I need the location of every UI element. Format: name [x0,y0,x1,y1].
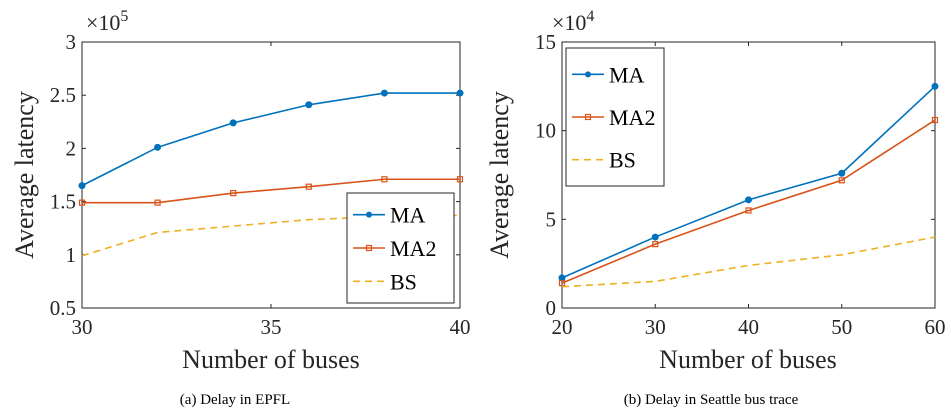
legend-label-ma2: MA2 [609,105,655,130]
legend: MA MA2 BS [565,47,665,187]
chart-seattle: 20 30 40 50 60 0 5 10 15×104 Number of buses Avera… [485,8,946,408]
y-tick-label: 3 [66,30,77,54]
point-ma2 [78,199,86,206]
x-tick-label: 50 [831,315,852,339]
point-ma2 [381,176,388,183]
legend-marker [584,113,592,121]
series-line-ma2 [561,119,936,284]
legend-label-ma2: MA2 [390,236,436,261]
point-ma [558,274,566,282]
legend-marker [585,71,591,78]
y-tick-label: 5 [546,207,557,231]
legend-label-ma: MA [390,203,426,228]
legend: MA MA2 BS [346,192,455,304]
legend-marker [365,244,373,252]
point-ma2 [456,176,464,183]
point-ma [456,89,464,97]
x-tick-label: 40 [450,315,471,339]
point-ma [78,182,86,190]
series-line-bs [561,236,936,288]
x-tick-label: 30 [72,315,93,339]
y-tick-label: 1 [66,243,77,267]
series-line-ma [81,92,460,187]
y-tick-label: 1.5 [50,190,76,214]
y-exponent-label: ×104 [552,8,594,35]
point-ma2 [558,280,566,287]
y-tick-label: 15 [535,30,556,54]
figure-caption: (b) Delay in Seattle bus trace [624,392,799,408]
y-tick-label: 0 [546,296,557,320]
point-ma [380,89,388,97]
legend-label-bs: BS [609,148,636,173]
x-tick-label: 20 [552,315,573,339]
point-ma2 [652,241,659,248]
x-tick-label: 30 [645,315,666,339]
y-axis-title: Average latency [485,91,514,259]
y-tick-label: 0.5 [50,296,76,320]
point-ma2 [838,177,845,184]
point-ma2 [745,207,752,214]
point-ma [305,101,313,109]
x-tick-label: 40 [738,315,759,339]
series-line-ma2 [82,178,460,204]
point-ma2 [230,189,237,197]
point-ma2 [154,199,161,206]
legend-marker [366,211,372,218]
legend-label-ma: MA [609,62,645,87]
x-axis-title: Number of buses [182,345,360,374]
point-ma2 [931,116,939,124]
point-ma [838,169,846,177]
point-ma [651,233,659,241]
y-axis-title: Average latency [10,91,39,259]
y-exponent-label: ×105 [86,8,128,35]
point-ma [229,119,237,127]
point-ma [931,82,939,90]
point-ma [154,143,162,151]
y-tick-label: 10 [535,119,556,143]
point-ma2 [305,183,312,190]
x-axis-title: Number of buses [659,345,837,374]
series-line-bs [81,214,461,257]
point-ma [745,196,752,204]
y-tick-label: 2.5 [50,83,76,107]
x-tick-label: 35 [261,315,282,339]
figure-caption: (a) Delay in EPFL [180,392,290,408]
legend-label-bs: BS [390,269,417,294]
chart-epfl: 30 35 40 0.5 1 1.5 2 2.5 3 ×105 Number of buses Ave… [10,8,471,408]
y-tick-label: 2 [66,136,77,160]
x-tick-label: 60 [925,315,946,339]
